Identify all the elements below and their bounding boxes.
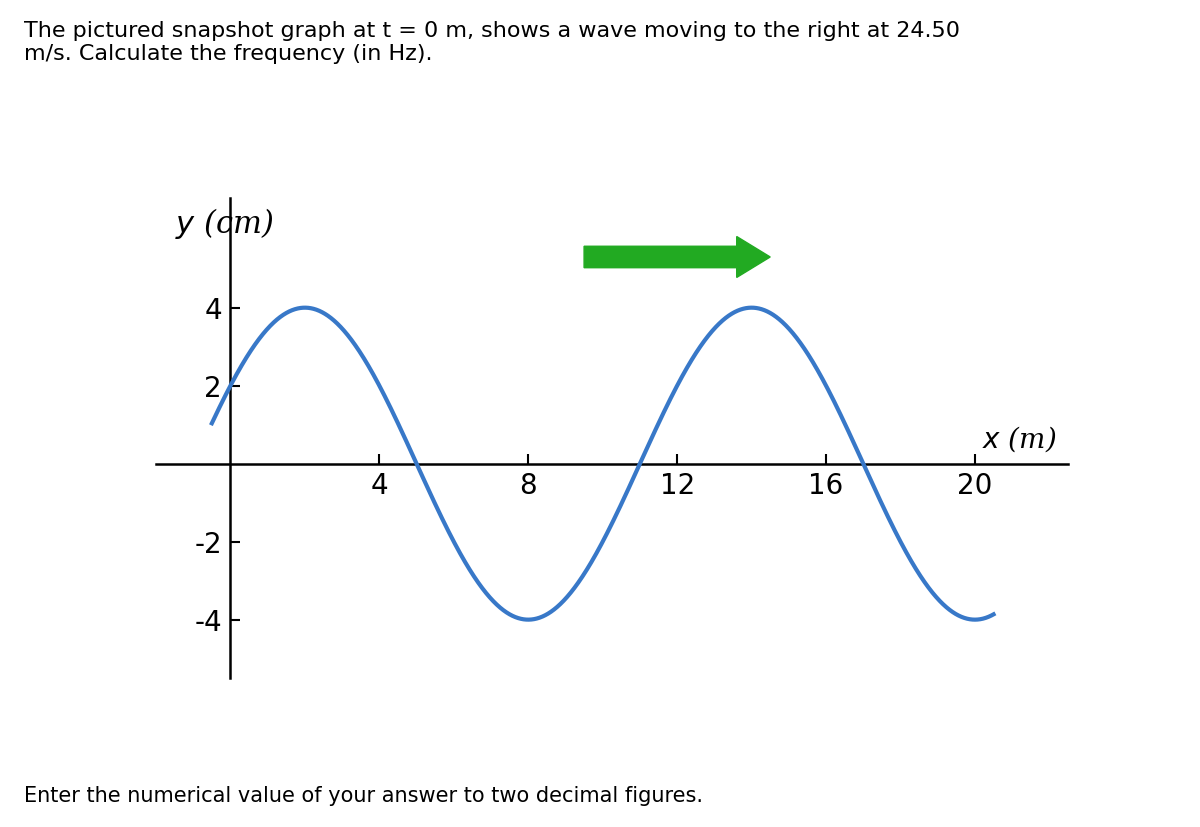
Text: Enter the numerical value of your answer to two decimal figures.: Enter the numerical value of your answer… [24, 786, 703, 806]
Text: $y$ (cm): $y$ (cm) [175, 206, 274, 241]
Text: The pictured snapshot graph at t = 0 m, shows a wave moving to the right at 24.5: The pictured snapshot graph at t = 0 m, … [24, 21, 960, 64]
FancyArrow shape [584, 237, 770, 277]
Text: $x$ (m): $x$ (m) [982, 424, 1057, 454]
